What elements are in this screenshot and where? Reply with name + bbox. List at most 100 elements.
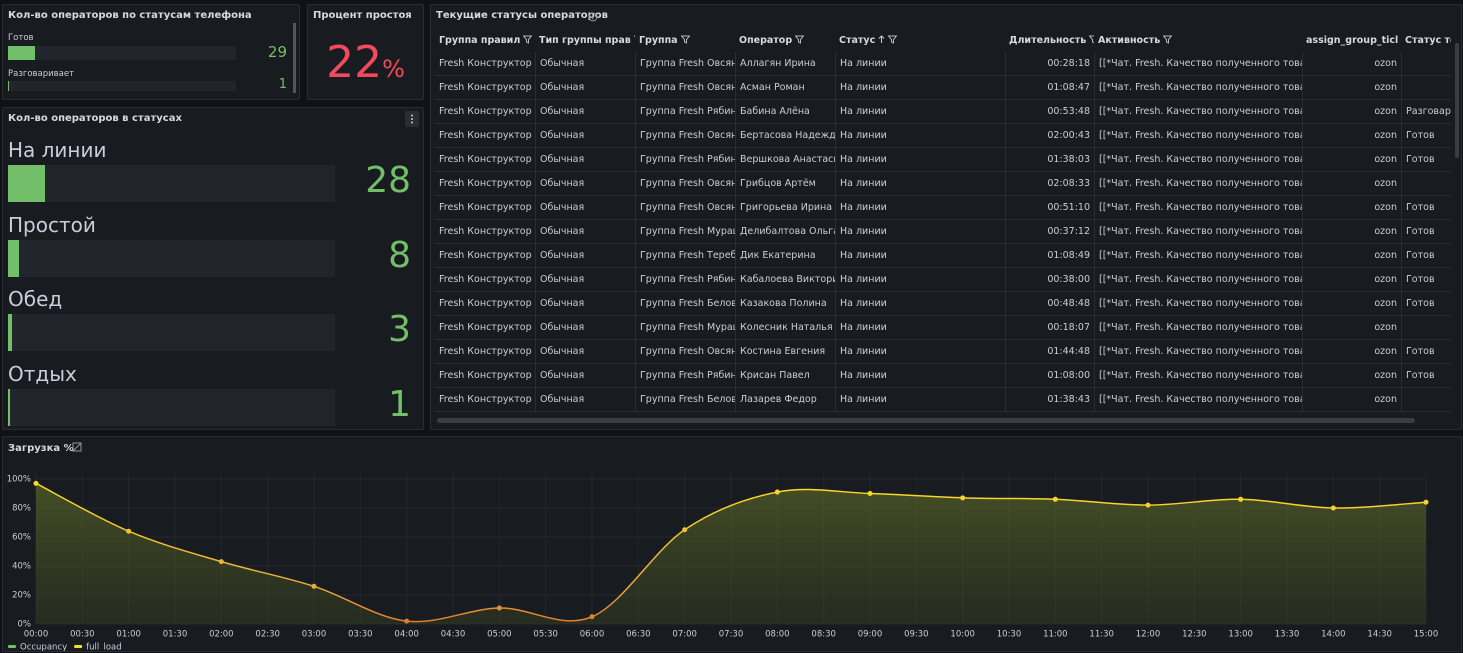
table-cell [1401,388,1451,412]
stat: 22% [308,37,423,88]
gauge-track [8,81,236,91]
x-tick-label: 08:00 [765,630,790,640]
gauge-track [8,46,236,60]
x-tick-label: 14:30 [1367,630,1392,640]
table-cell: Бабина Алёна [735,100,835,124]
table-cell: [[*Чат. Fresh. Качество полученного това… [1094,316,1302,340]
column-header[interactable]: assign_group_ticl [1302,29,1401,53]
table-cell: На линии [835,124,1005,148]
table-cell: Аллагян Ирина [735,52,835,76]
table-cell: Группа Fresh Овсян [635,340,735,364]
gauge-track [8,314,335,351]
x-tick-label: 11:00 [1043,630,1068,640]
legend-swatch [74,645,83,648]
table-cell: Группа Fresh Овсян [635,172,735,196]
table-cell: Группа Fresh Овсян [635,196,735,220]
table-cell: Fresh Конструктор о [435,388,535,412]
legend-label[interactable]: full_load [86,643,122,653]
table-cell: На линии [835,220,1005,244]
column-header[interactable]: Статус [835,29,1005,53]
x-tick-label: 04:30 [441,630,466,640]
table-cell: Группа Fresh Овсян [635,124,735,148]
table-cell: Fresh Конструктор о [435,100,535,124]
table-cell: [[*Чат. Fresh. Качество полученного това… [1094,172,1302,196]
table-cell: На линии [835,52,1005,76]
gauge-bar [8,165,45,202]
column-header[interactable]: Статус теле [1401,29,1451,53]
x-tick-label: 10:00 [950,630,975,640]
stat-unit: % [382,55,405,83]
table-cell: [[*Чат. Fresh. Качество полученного това… [1094,148,1302,172]
panel-title: Процент простоя [313,10,412,21]
table-cell: На линии [835,340,1005,364]
table-cell: ozon [1302,172,1401,196]
table-cell: Грибцов Артём [735,172,835,196]
table-cell: Группа Fresh Рябинь [635,364,735,388]
table-cell: 01:08:47 [1005,76,1094,100]
table-cell: Обычная [535,148,635,172]
table-cell: [[*Чат. Fresh. Качество полученного това… [1094,340,1302,364]
column-header[interactable]: Тип группы прав [535,29,635,53]
gauge-value: 3 [388,309,411,350]
table-cell [1401,316,1451,340]
gauge-track [8,388,335,426]
table-cell: [[*Чат. Fresh. Качество полученного това… [1094,124,1302,148]
column-header[interactable]: Оператор [735,29,835,53]
point [589,614,595,620]
table-cell: Обычная [535,100,635,124]
header-text: assign_group_ticl [1306,35,1399,46]
info-icon[interactable] [588,12,598,22]
point [496,605,502,611]
table-cell: ozon [1302,100,1401,124]
v-scrollbar[interactable] [1455,43,1459,158]
table-cell: На линии [835,244,1005,268]
table-cell [1401,172,1451,196]
y-tick-label: 40% [12,562,31,572]
point [1145,502,1151,508]
legend-label[interactable]: Occupancy [20,643,67,653]
scrollbar[interactable] [293,23,296,93]
table-cell: ozon [1302,220,1401,244]
table-cell: 00:53:48 [1005,100,1094,124]
stat-value: 22 [326,37,383,88]
point [404,618,410,624]
panel-title: Кол-во операторов в статусах [8,113,182,124]
table-cell: [[*Чат. Fresh. Качество полученного това… [1094,268,1302,292]
gauge-bar [8,239,19,277]
phone-status-panel: Кол-во операторов по статусам телефона Г… [2,4,300,100]
point [1238,496,1244,502]
point [1052,496,1058,502]
table-cell: Григорьева Ирина [735,196,835,220]
point [218,559,224,565]
table-cell: Группа Fresh Овсян [635,52,735,76]
table-cell: Готов [1401,268,1451,292]
header-text: Статус теле [1405,35,1451,46]
column-header[interactable]: Группа [635,29,735,53]
table-cell: ozon [1302,268,1401,292]
table-cell: 00:37:12 [1005,220,1094,244]
table-cell: Обычная [535,220,635,244]
point [960,495,966,501]
x-tick-label: 05:30 [533,630,558,640]
table-cell: Группа Fresh Мураш [635,316,735,340]
table-cell: 01:38:43 [1005,388,1094,412]
gauge-label: На линии [8,138,107,162]
table-cell: На линии [835,292,1005,316]
table-cell: 00:48:48 [1005,292,1094,316]
point [867,491,873,496]
x-tick-label: 01:00 [116,630,141,640]
y-tick-label: 0% [18,620,32,630]
no-tooltip-icon[interactable] [72,442,82,452]
panel-menu[interactable] [405,111,419,127]
column-header[interactable]: Длительность [1005,29,1094,53]
table-cell: 01:38:03 [1005,148,1094,172]
column-header[interactable]: Активность [1094,29,1302,53]
table-cell: На линии [835,316,1005,340]
column-header[interactable]: Группа правил [435,29,535,53]
table-cell: Готов [1401,340,1451,364]
h-scrollbar[interactable] [437,418,1415,423]
table-cell: Обычная [535,196,635,220]
table-cell: Дик Екатерина [735,244,835,268]
table-cell: Обычная [535,172,635,196]
gauge-track [8,239,335,277]
